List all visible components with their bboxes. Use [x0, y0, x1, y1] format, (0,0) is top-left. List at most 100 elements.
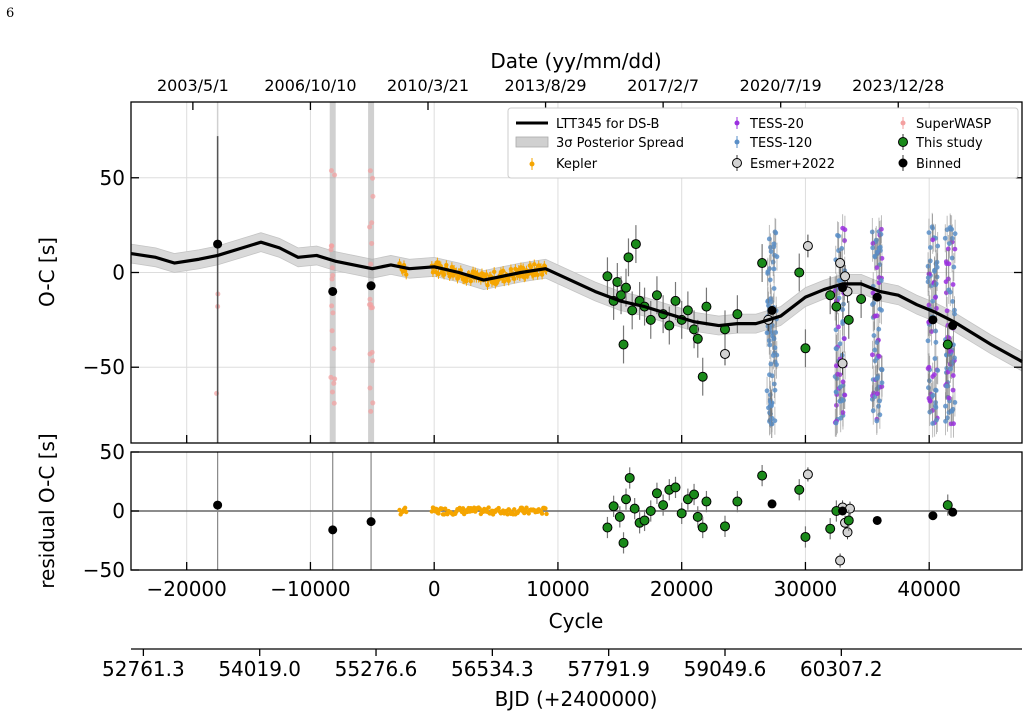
tess120-point	[932, 268, 937, 274]
top-axis-title: Date (yy/mm/dd)	[490, 49, 661, 73]
esmer-residual-point	[842, 527, 853, 538]
tess120-point	[769, 421, 774, 427]
esmer-residual-point	[835, 555, 846, 566]
esmer-point	[835, 258, 846, 269]
legend-band-swatch	[515, 136, 549, 148]
superwasp-point	[328, 247, 334, 253]
tess120-point	[837, 384, 843, 390]
kepler-residual-point	[544, 511, 549, 517]
thisstudy-residual-point	[732, 496, 743, 507]
tess120-point	[834, 389, 839, 395]
date-tick-label: 2006/10/10	[264, 76, 356, 95]
tess120-point	[874, 340, 880, 345]
superwasp-point	[329, 303, 335, 309]
tess20-point	[874, 391, 880, 397]
thisstudy-residual-point	[720, 521, 730, 532]
legend-entry-model: LTT345 for DS-B	[556, 117, 659, 132]
superwasp-point	[332, 376, 338, 382]
tess120-point	[951, 264, 957, 270]
tess120-point	[926, 385, 931, 391]
kepler-residual-point	[505, 512, 510, 517]
tess120-point	[879, 380, 885, 386]
thisstudy-point	[602, 271, 613, 282]
tess120-point	[933, 405, 939, 410]
thisstudy-point	[623, 252, 634, 263]
bottom-y-tick-label: −50	[83, 558, 125, 582]
bottom-y-axis-title: residual O-C [s]	[35, 433, 59, 588]
tess120-point	[927, 245, 933, 250]
tess120-point	[768, 249, 774, 254]
kepler-residual-point	[429, 509, 435, 514]
tess120-point	[771, 286, 777, 291]
tess120-point	[952, 311, 957, 317]
tess120-point	[871, 300, 877, 306]
kepler-residual-point	[496, 505, 501, 511]
tess20-point	[946, 395, 952, 401]
tess120-point	[836, 233, 842, 239]
superwasp-point	[328, 168, 334, 174]
thisstudy-point	[664, 320, 675, 331]
kepler-residual-point	[436, 511, 441, 516]
tess20-point	[833, 363, 839, 369]
legend-esmer-swatch	[732, 158, 742, 168]
tess120-point	[765, 269, 771, 275]
tess20-point	[931, 372, 937, 377]
tess120-point	[871, 333, 877, 338]
kepler-residual-point	[402, 505, 408, 510]
thisstudy-residual-point	[689, 489, 700, 500]
thisstudy-residual-point	[825, 523, 836, 534]
page-number: 6	[6, 6, 15, 21]
kepler-point	[436, 271, 441, 277]
esmer-point	[802, 240, 813, 251]
tess120-point	[764, 388, 770, 394]
binned-point	[328, 286, 338, 296]
kepler-point	[528, 264, 534, 270]
tess120-point	[943, 403, 948, 409]
superwasp-point	[331, 380, 337, 386]
top-y-tick-label: 50	[100, 166, 125, 190]
binned-point	[928, 315, 938, 325]
tess20-point	[932, 295, 938, 300]
legend: LTT345 for DS-B 3σ Posterior Spread Kepl…	[507, 107, 1019, 179]
kepler-residual-point	[522, 510, 527, 516]
superwasp-point	[369, 349, 375, 355]
esmer-residual-point	[802, 469, 813, 480]
tess120-point	[930, 298, 936, 304]
kepler-residual-point	[539, 511, 545, 516]
kepler-point	[530, 273, 536, 278]
thisstudy-residual-point	[645, 506, 656, 516]
tess120-point	[874, 375, 880, 381]
binned-residual-point	[928, 511, 938, 521]
tess120-point	[772, 229, 778, 235]
tess120-point	[930, 421, 936, 426]
thisstudy-point	[651, 290, 662, 301]
superwasp-point	[329, 276, 335, 282]
tess120-point	[833, 420, 839, 426]
thisstudy-residual-point	[843, 515, 854, 526]
thisstudy-point	[618, 339, 629, 350]
tess120-point	[949, 226, 955, 232]
legend-entry-esmer: Esmer+2022	[750, 157, 835, 172]
x-tick-label: 30000	[774, 577, 838, 601]
x-tick-label: 10000	[526, 577, 590, 601]
kepler-residual-point	[443, 506, 448, 511]
tess20-point	[927, 398, 933, 404]
esmer-point	[837, 358, 848, 369]
bjd-tick-label: 59049.6	[684, 657, 767, 681]
kepler-point	[512, 276, 517, 281]
tess120-point	[949, 236, 955, 241]
tess120-point	[838, 398, 844, 404]
top-y-tick-label: −50	[83, 355, 125, 379]
kepler-residual-point	[512, 507, 517, 512]
binned-residual-point	[872, 515, 882, 525]
legend-entry-tess20: TESS-20	[749, 117, 804, 132]
superwasp-point	[368, 302, 374, 308]
bottom-y-tick-label: 0	[112, 499, 125, 523]
superwasp-point	[369, 220, 375, 226]
tess20-point	[933, 305, 939, 311]
x-axis-title: Cycle	[549, 609, 604, 633]
esmer-point	[840, 271, 851, 282]
thisstudy-point	[689, 324, 700, 335]
superwasp-point	[328, 374, 334, 380]
